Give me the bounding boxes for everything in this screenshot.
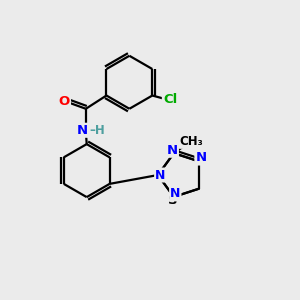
Text: N: N bbox=[170, 188, 181, 200]
Text: S: S bbox=[167, 194, 177, 207]
Text: N: N bbox=[167, 144, 178, 157]
Text: N: N bbox=[195, 152, 206, 164]
Text: Cl: Cl bbox=[163, 93, 177, 106]
Text: O: O bbox=[59, 95, 70, 108]
Text: N: N bbox=[77, 124, 88, 137]
Text: –H: –H bbox=[89, 124, 105, 137]
Text: CH₃: CH₃ bbox=[180, 135, 203, 148]
Text: N: N bbox=[155, 169, 166, 182]
